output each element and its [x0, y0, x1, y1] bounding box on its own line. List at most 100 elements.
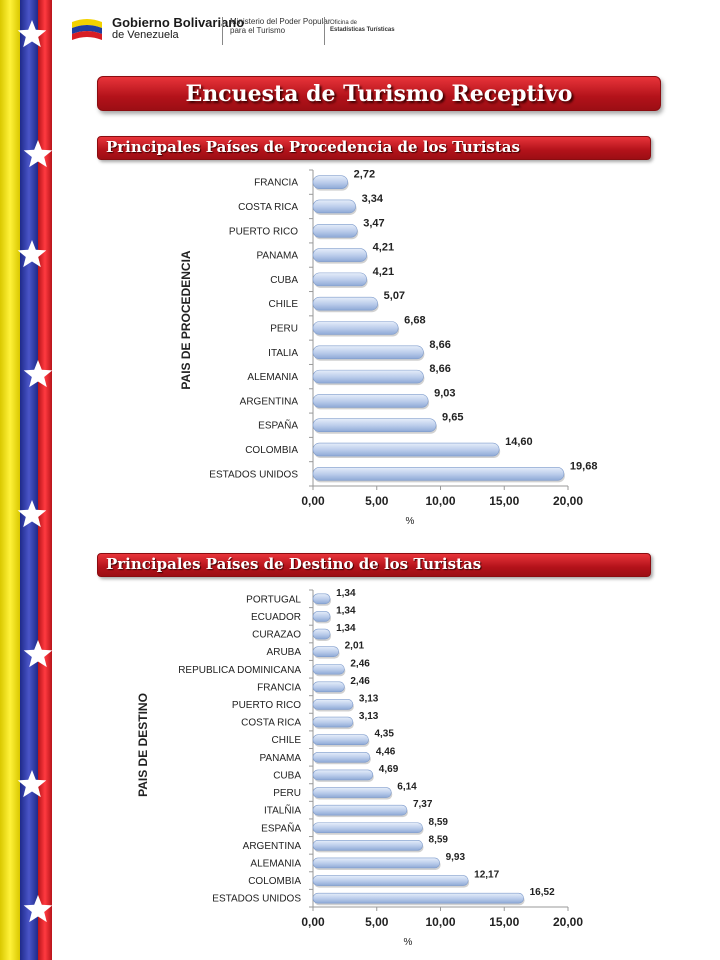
bar	[312, 418, 437, 433]
category-label: COSTA RICA	[238, 202, 298, 213]
data-label: 8,59	[429, 834, 449, 845]
bar	[312, 345, 424, 360]
x-tick-label: 5,00	[365, 494, 389, 508]
x-tick-label: 10,00	[425, 494, 455, 508]
bar	[312, 892, 524, 904]
data-label: 1,34	[336, 605, 356, 616]
x-tick-label: 20,00	[553, 915, 583, 929]
bar	[312, 223, 358, 238]
bar	[312, 321, 399, 335]
bar	[312, 175, 348, 189]
data-label: 8,66	[429, 339, 450, 351]
category-label: ESTADOS UNIDOS	[209, 469, 298, 480]
gobierno-line2: de Venezuela	[112, 29, 179, 41]
bar	[312, 752, 371, 763]
category-label: ESTADOS UNIDOS	[212, 894, 301, 905]
bar	[312, 804, 408, 816]
category-label: ECUADOR	[251, 612, 301, 623]
oficina-line2: Estadísticas Turísticas	[330, 27, 395, 33]
category-label: FRANCIA	[254, 178, 298, 189]
category-label: ITALIA	[268, 348, 298, 359]
data-label: 6,14	[397, 782, 417, 793]
chart-procedencia: FRANCIA 2,72 COSTA RICA 3,34 PUERTO RICO 3,47…	[179, 169, 597, 527]
category-label: ITALÑIA	[264, 804, 301, 817]
data-label: 12,17	[474, 870, 499, 881]
data-label: 3,13	[359, 693, 379, 704]
chart-destino: PORTUGAL 1,34 ECUADOR 1,34 CURAZAO 1,34 ARUBA 2…	[136, 588, 583, 948]
category-label: PANAMA	[260, 753, 302, 764]
ministerio-line2: para el Turismo	[230, 26, 286, 35]
category-label: CHILE	[269, 299, 299, 310]
section-banner-destino: Principales Países de Destino de los Tur…	[97, 553, 651, 577]
data-label: 3,13	[359, 711, 379, 722]
category-label: CUBA	[273, 770, 301, 781]
bar	[312, 681, 345, 693]
bar	[312, 611, 331, 622]
section-title-procedencia: Principales Países de Procedencia de los…	[106, 138, 520, 156]
bar	[312, 296, 378, 311]
category-label: ARUBA	[267, 647, 302, 658]
star-icon	[23, 895, 53, 923]
star-icon	[23, 640, 53, 668]
x-axis-label: %	[406, 516, 415, 527]
category-label: PORTUGAL	[246, 594, 301, 605]
x-tick-label: 5,00	[365, 915, 389, 929]
section-title-destino: Principales Países de Destino de los Tur…	[106, 555, 482, 573]
data-label: 9,93	[446, 852, 466, 863]
data-label: 1,34	[336, 588, 356, 599]
category-label: COSTA RICA	[241, 718, 301, 729]
bar	[312, 442, 500, 457]
x-tick-label: 0,00	[301, 915, 325, 929]
data-label: 2,72	[354, 169, 375, 181]
bar	[312, 593, 331, 605]
bar	[312, 369, 424, 384]
data-label: 2,46	[350, 658, 370, 669]
data-label: 3,34	[362, 193, 384, 205]
bar	[312, 394, 429, 408]
x-tick-label: 15,00	[489, 915, 519, 929]
y-axis-label: PAIS DE DESTINO	[136, 693, 150, 797]
bar	[312, 628, 331, 640]
category-label: COLOMBIA	[245, 445, 298, 456]
bar	[312, 699, 354, 710]
category-label: CUBA	[270, 275, 298, 286]
category-label: ARGENTINA	[240, 396, 299, 407]
category-label: ESPAÑA	[258, 419, 298, 432]
bar	[312, 272, 367, 287]
bar	[312, 716, 354, 728]
data-label: 5,07	[384, 290, 405, 302]
bar	[312, 769, 374, 781]
data-label: 9,65	[442, 412, 463, 424]
bar	[312, 840, 423, 851]
bar	[312, 734, 369, 745]
bar	[312, 663, 345, 675]
category-label: CHILE	[272, 735, 302, 746]
category-label: PUERTO RICO	[232, 700, 301, 711]
data-label: 16,52	[530, 887, 555, 898]
bar	[312, 857, 440, 869]
bar	[312, 822, 423, 834]
page-title-banner: Encuesta de Turismo Receptivo	[97, 76, 661, 111]
category-label: ARGENTINA	[243, 841, 302, 852]
data-label: 2,46	[350, 676, 370, 687]
flag-stripes-decoration	[0, 0, 53, 960]
ministerio-line1: Ministerio del Poder Popular	[230, 17, 331, 26]
category-label: ALEMANIA	[250, 858, 301, 869]
data-label: 8,66	[429, 363, 450, 375]
data-label: 4,69	[379, 764, 399, 775]
category-label: FRANCIA	[257, 682, 301, 693]
data-label: 2,01	[345, 641, 365, 652]
venezuela-flag-icon	[72, 19, 102, 40]
star-icon	[17, 500, 47, 528]
data-label: 4,35	[374, 729, 394, 740]
category-label: ALEMANIA	[247, 372, 298, 383]
bar	[312, 646, 339, 657]
bar	[312, 787, 392, 798]
star-icon	[17, 20, 47, 48]
data-label: 14,60	[505, 436, 533, 448]
section-banner-procedencia: Principales Países de Procedencia de los…	[97, 136, 651, 160]
x-tick-label: 0,00	[301, 494, 325, 508]
data-label: 4,21	[373, 266, 394, 278]
gobierno-line1: Gobierno Bolivariano	[112, 15, 245, 30]
y-axis-label: PAIS DE PROCEDENCIA	[179, 250, 193, 389]
